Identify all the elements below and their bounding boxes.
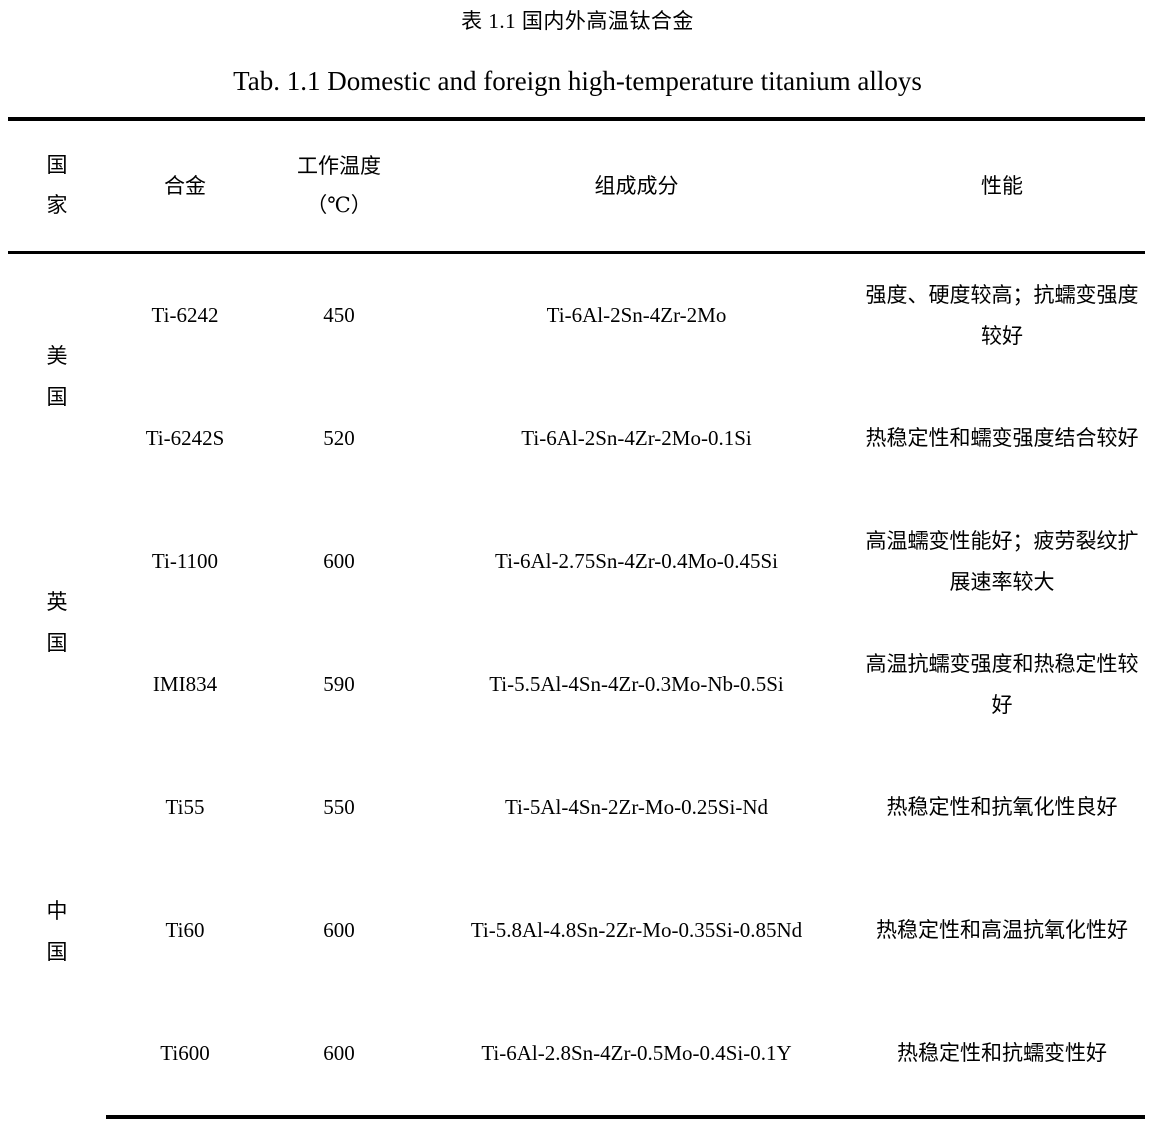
column-header-composition: 组成成分 (414, 117, 859, 254)
country-group-label-cn: 中国 (8, 746, 106, 1117)
cell-performance-text: 高温抗蠕变强度和热稳定性较好 (865, 651, 1139, 717)
table-row: Ti60 600 Ti-5.8Al-4.8Sn-2Zr-Mo-0.35Si-0.… (8, 869, 1145, 992)
column-header-composition-label: 组成成分 (594, 173, 679, 198)
column-header-country-line2: 家 (46, 193, 68, 217)
table-body: 美国 Ti-6242 450 Ti-6Al-2Sn-4Zr-2Mo 强度、硬度较… (8, 253, 1145, 1119)
cell-performance: 高温蠕变性能好；疲劳裂纹扩展速率较大 (859, 500, 1145, 623)
cell-alloy: IMI834 (152, 672, 218, 697)
cell-composition: Ti-5Al-4Sn-2Zr-Mo-0.25Si-Nd (504, 795, 769, 820)
country-group-label-uk: 英国 (8, 500, 106, 746)
cell-temperature: 450 (323, 303, 355, 328)
high-temperature-titanium-alloys-table: 国 家 合金 工作温度 （℃） (8, 117, 1145, 1119)
table-row: 中国 Ti55 550 Ti-5Al-4Sn-2Zr-Mo-0.25Si-Nd … (8, 746, 1145, 963)
country-label-text: 中国 (46, 898, 68, 964)
cell-composition: Ti-5.8Al-4.8Sn-2Zr-Mo-0.35Si-0.85Nd (470, 918, 803, 943)
cell-composition: Ti-6Al-2.75Sn-4Zr-0.4Mo-0.45Si (495, 549, 778, 574)
cell-performance: 热稳定性和抗蠕变性好 (859, 992, 1145, 1119)
cell-performance: 热稳定性和高温抗氧化性好 (859, 869, 1145, 992)
country-label-text: 美国 (46, 344, 68, 409)
cell-temperature: 520 (323, 426, 355, 451)
country-label-text: 英国 (46, 590, 68, 655)
table-header: 国 家 合金 工作温度 （℃） (8, 117, 1145, 254)
country-group-label-us: 美国 (8, 253, 106, 501)
table-row: Ti-6242S 520 Ti-6Al-2Sn-4Zr-2Mo-0.1Si 热稳… (8, 377, 1145, 500)
cell-composition: Ti-5.5Al-4Sn-4Zr-0.3Mo-Nb-0.5Si (489, 672, 784, 697)
column-header-performance-label: 性能 (981, 173, 1023, 198)
cell-alloy: Ti-1100 (151, 549, 219, 574)
column-header-alloy-label: 合金 (164, 173, 206, 198)
cell-performance-text: 热稳定性和抗氧化性良好 (886, 795, 1118, 820)
cell-alloy: Ti-6242 (151, 303, 219, 328)
table-row: IMI834 590 Ti-5.5Al-4Sn-4Zr-0.3Mo-Nb-0.5… (8, 623, 1145, 746)
cell-temperature: 600 (264, 992, 414, 1119)
cell-performance-text: 热稳定性和蠕变强度结合较好 (865, 426, 1139, 451)
cell-alloy: Ti60 (165, 918, 205, 943)
table-container: 国 家 合金 工作温度 （℃） (8, 95, 1145, 1119)
column-header-alloy: 合金 (106, 117, 264, 254)
table-caption-chinese: 表 1.1 国内外高温钛合金 (461, 9, 694, 33)
cell-alloy: Ti-6242S (145, 426, 225, 451)
column-header-temperature-line1: 工作温度 (297, 154, 381, 179)
cell-performance-text: 热稳定性和抗蠕变性好 (897, 1041, 1107, 1066)
column-header-country: 国 家 (8, 117, 106, 254)
column-header-country-line1: 国 (46, 153, 68, 178)
cell-performance: 高温抗蠕变强度和热稳定性较好 (859, 623, 1145, 746)
table-row: Ti600 600 Ti-6Al-2.8Sn-4Zr-0.5Mo-0.4Si-0… (8, 992, 1145, 1119)
cell-alloy: Ti55 (165, 795, 205, 820)
cell-performance-text: 热稳定性和高温抗氧化性好 (876, 918, 1128, 943)
table-row: 英国 Ti-1100 600 Ti-6Al-2.75Sn-4Zr-0.4Mo-0… (8, 500, 1145, 655)
cell-composition: Ti-6Al-2Sn-4Zr-2Mo-0.1Si (521, 426, 752, 451)
cell-alloy: Ti600 (106, 992, 264, 1119)
cell-temperature: 600 (323, 549, 355, 574)
cell-performance: 强度、硬度较高；抗蠕变强度较好 (859, 253, 1145, 378)
cell-temperature: 600 (323, 918, 355, 943)
table-caption-english: Tab. 1.1 Domestic and foreign high-tempe… (233, 66, 922, 96)
cell-performance-text: 高温蠕变性能好；疲劳裂纹扩展速率较大 (865, 528, 1139, 594)
column-header-performance: 性能 (859, 117, 1145, 254)
table-row: 美国 Ti-6242 450 Ti-6Al-2Sn-4Zr-2Mo 强度、硬度较… (8, 253, 1145, 409)
cell-performance: 热稳定性和抗氧化性良好 (859, 746, 1145, 869)
cell-composition: Ti-6Al-2Sn-4Zr-2Mo (546, 303, 727, 328)
cell-composition: Ti-6Al-2.8Sn-4Zr-0.5Mo-0.4Si-0.1Y (414, 992, 859, 1119)
table-header-row: 国 家 合金 工作温度 （℃） (8, 117, 1145, 254)
cell-performance: 热稳定性和蠕变强度结合较好 (859, 377, 1145, 500)
cell-temperature: 550 (323, 795, 355, 820)
cell-temperature: 590 (323, 672, 355, 697)
cell-performance-text: 强度、硬度较高；抗蠕变强度较好 (865, 282, 1139, 348)
column-header-temperature: 工作温度 （℃） (264, 117, 414, 254)
column-header-temperature-line2: （℃） (306, 193, 372, 217)
